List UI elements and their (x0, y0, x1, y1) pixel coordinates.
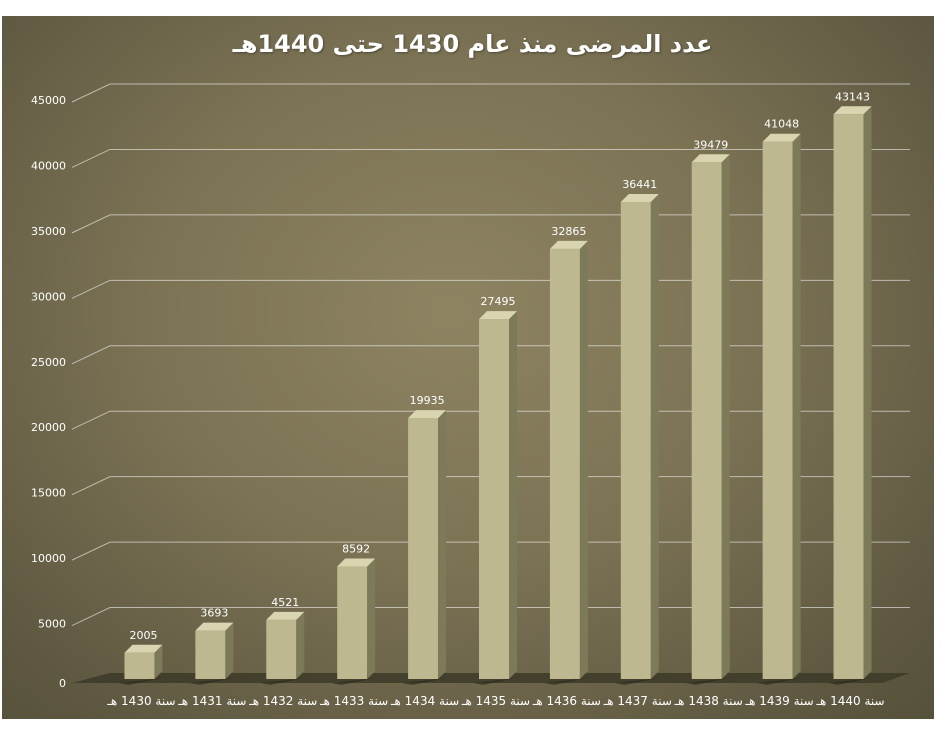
y-tick-label: 20000 (31, 421, 66, 434)
bar (543, 240, 592, 685)
bar (614, 194, 663, 685)
x-tick-label: سنة 1430 هـ (106, 694, 175, 708)
y-tick-label: 0 (59, 677, 66, 690)
y-tick-label: 35000 (31, 225, 66, 238)
bar-front-face (266, 619, 297, 679)
bar-shadow (685, 677, 734, 685)
data-label: 41048 (764, 118, 799, 131)
bar-front-face (620, 202, 651, 679)
bar-top-face (762, 133, 801, 142)
bar-side-face (154, 644, 163, 679)
bar-shadow (473, 677, 521, 685)
gridline (71, 148, 910, 168)
bar-side-face (438, 410, 447, 679)
y-tick-label: 10000 (31, 552, 66, 565)
bar-shadow (260, 677, 309, 685)
bar-top-face (337, 558, 376, 567)
x-tick-label: سنة 1433 هـ (319, 694, 388, 708)
bar-shadow (189, 677, 238, 685)
data-label: 3693 (200, 607, 228, 620)
bar-front-face (549, 248, 580, 679)
x-axis: سنة 1430 هـ سنة 1431 هـ سنة 1432 هـ سنة 143… (106, 694, 884, 708)
data-label: 43143 (835, 90, 870, 103)
bar-shadow (331, 677, 380, 685)
bar-front-face (762, 141, 793, 679)
bar-shadow (614, 677, 663, 685)
bar-side-face (863, 106, 872, 679)
bar-side-face (650, 194, 659, 679)
bar-front-face (337, 566, 368, 679)
data-label: 39479 (693, 138, 728, 151)
data-label: 4521 (271, 596, 299, 609)
bar-front-face (833, 114, 864, 679)
x-tick-label: سنة 1434 هـ (390, 694, 459, 708)
y-tick-label: 15000 (31, 487, 66, 500)
bar-top-face (479, 311, 517, 320)
y-tick-label: 30000 (31, 290, 66, 303)
bar-shadow (827, 677, 876, 685)
bar-top-face (620, 194, 659, 203)
bar (473, 311, 521, 685)
bar-shadow (756, 677, 805, 685)
x-tick-label: سنة 1435 هـ (461, 694, 530, 708)
bar-side-face (509, 311, 517, 679)
bar-top-face (124, 644, 163, 653)
bar (402, 410, 451, 685)
data-label: 19935 (410, 394, 445, 407)
bar-top-face (408, 410, 447, 419)
bar (189, 622, 238, 685)
x-tick-label: سنة 1439 هـ (745, 694, 814, 708)
y-tick-label: 40000 (31, 159, 66, 172)
bar-front-face (124, 652, 155, 679)
data-label: 2005 (129, 629, 157, 642)
bar-shadow (118, 677, 167, 685)
x-tick-label: سنة 1431 هـ (177, 694, 246, 708)
chart-title: عدد المرضى منذ عام 1430 حتى 1440هـ (232, 30, 713, 58)
bar-side-face (579, 240, 588, 679)
bar-top-face (266, 611, 305, 620)
bar-top-face (549, 240, 588, 249)
x-tick-label: سنة 1432 هـ (248, 694, 317, 708)
bar-side-face (296, 611, 305, 679)
bar (685, 154, 734, 685)
bar-shadow (543, 677, 592, 685)
data-label: 27495 (481, 295, 516, 308)
bar (260, 611, 309, 685)
bar-front-face (408, 418, 439, 679)
bar-side-face (367, 558, 376, 679)
bar (118, 644, 167, 685)
bar (827, 106, 876, 685)
x-tick-label: سنة 1437 هـ (603, 694, 672, 708)
data-label: 8592 (342, 543, 370, 556)
y-tick-label: 5000 (38, 618, 66, 631)
y-axis: 0 5000 10000 15000 20000 25000 30000 35000 40000… (31, 94, 66, 690)
bar-front-face (195, 630, 226, 679)
gridline (71, 83, 910, 103)
bar-top-face (691, 154, 730, 163)
data-label: 32865 (551, 225, 586, 238)
data-label: 36441 (622, 178, 657, 191)
bars (118, 106, 876, 685)
bar (756, 133, 805, 685)
x-tick-label: سنة 1436 هـ (532, 694, 601, 708)
bar-top-face (833, 106, 872, 115)
bar-side-face (225, 622, 234, 679)
bar-side-face (792, 133, 801, 679)
bar-shadow (402, 677, 451, 685)
y-tick-label: 25000 (31, 356, 66, 369)
bar-top-face (195, 622, 234, 631)
bar-side-face (721, 154, 730, 680)
y-tick-label: 45000 (31, 94, 66, 107)
data-labels: 2005 3693 4521 8592 19935 27495 32865 36441 3947… (129, 90, 870, 641)
bar-front-face (691, 162, 722, 680)
x-tick-label: سنة 1440 هـ (815, 694, 884, 708)
bar-front-face (479, 319, 509, 679)
bar (331, 558, 380, 685)
x-tick-label: سنة 1438 هـ (674, 694, 743, 708)
